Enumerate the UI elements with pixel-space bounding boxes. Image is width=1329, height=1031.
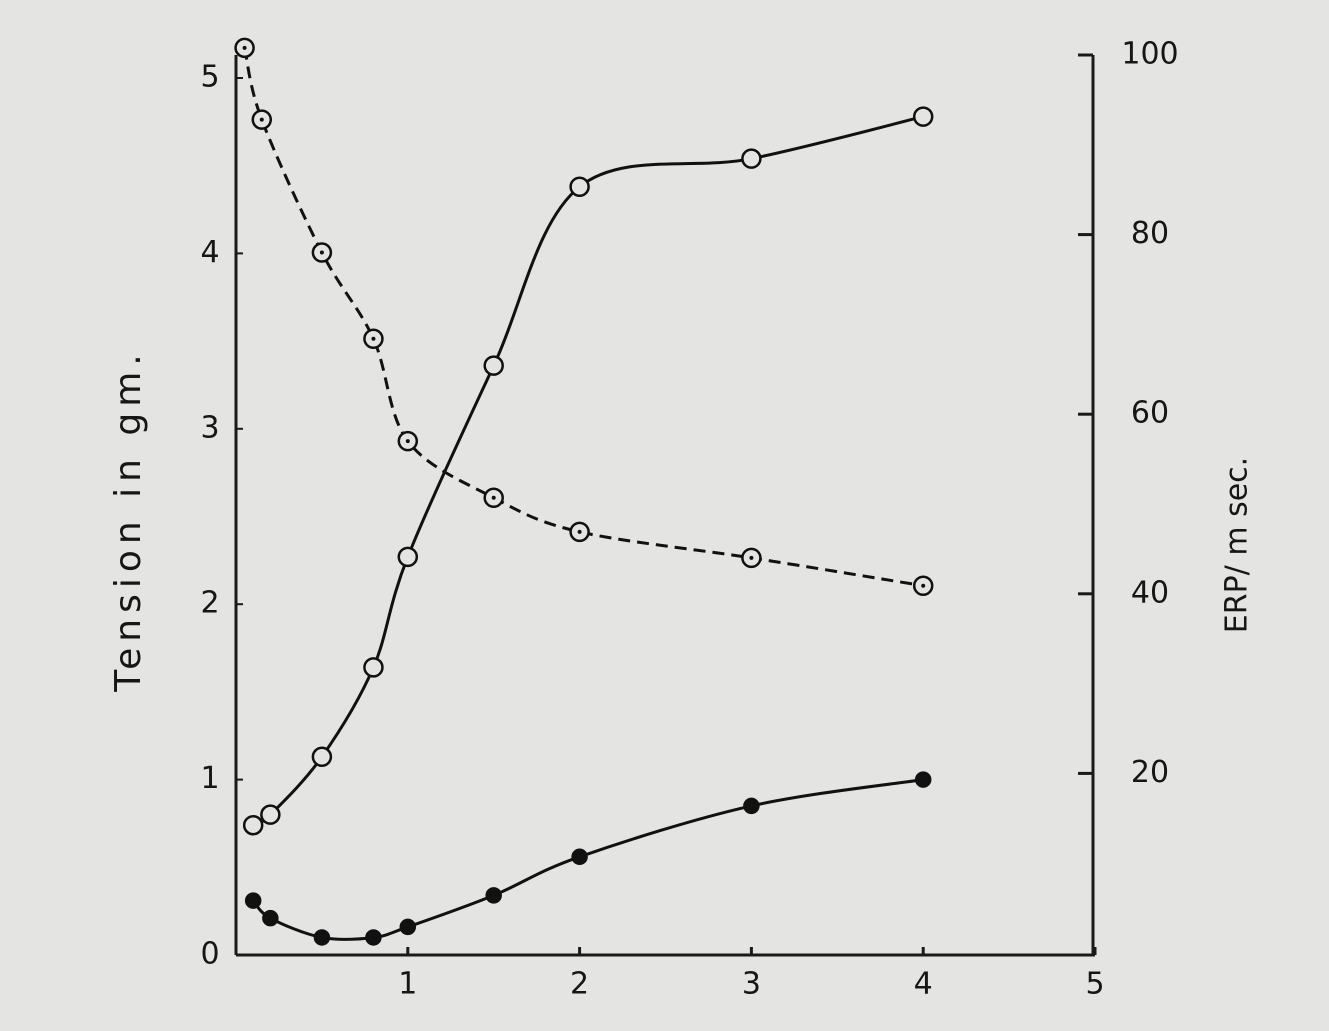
data-point [397, 546, 419, 568]
x-tick-label: 1 [398, 967, 417, 1002]
point-dot [577, 529, 582, 534]
data-point [260, 804, 281, 825]
y2-tick-label: 100 [1121, 37, 1178, 72]
data-point [311, 746, 333, 768]
data-point [571, 848, 588, 866]
y2-tick-label: 40 [1131, 575, 1169, 610]
y2-tick-label: 20 [1131, 755, 1169, 790]
point-dot [405, 439, 410, 444]
y-tick-label: 1 [200, 761, 219, 796]
data-point [741, 148, 762, 169]
y-tick-label: 2 [200, 586, 219, 621]
x-tick-label: 4 [914, 967, 933, 1002]
data-point [569, 176, 590, 197]
point-dot [921, 583, 926, 588]
y2-axis-title: ERP/ m sec. [1220, 457, 1255, 633]
point-dot [259, 117, 264, 122]
x-tick-label: 5 [1085, 967, 1104, 1002]
point-dot [371, 336, 376, 341]
x-tick-label: 3 [742, 967, 761, 1002]
point-dot [242, 45, 247, 50]
data-point [363, 657, 384, 678]
y-axis-title: Tension in gm. [108, 348, 149, 693]
point-dot [491, 495, 496, 500]
y-tick-label: 4 [200, 235, 219, 270]
y2-tick-label: 80 [1131, 216, 1169, 251]
y-tick-label: 5 [200, 60, 219, 95]
data-point [914, 771, 932, 788]
point-dot [319, 250, 324, 255]
data-point [242, 814, 264, 836]
data-point [313, 929, 331, 946]
data-point [399, 918, 417, 936]
series-line [252, 115, 924, 827]
data-point [262, 909, 279, 927]
point-dot [749, 555, 754, 560]
series-line [243, 47, 924, 588]
y2-tick-label: 60 [1131, 396, 1169, 431]
data-point [912, 106, 934, 127]
y-tick-label: 3 [200, 410, 219, 445]
data-point [485, 887, 502, 904]
data-point [743, 797, 760, 815]
y-tick-label: 0 [200, 937, 219, 972]
data-point [244, 892, 262, 909]
data-point [365, 929, 382, 946]
x-tick-label: 2 [570, 967, 589, 1002]
data-point [483, 355, 504, 376]
